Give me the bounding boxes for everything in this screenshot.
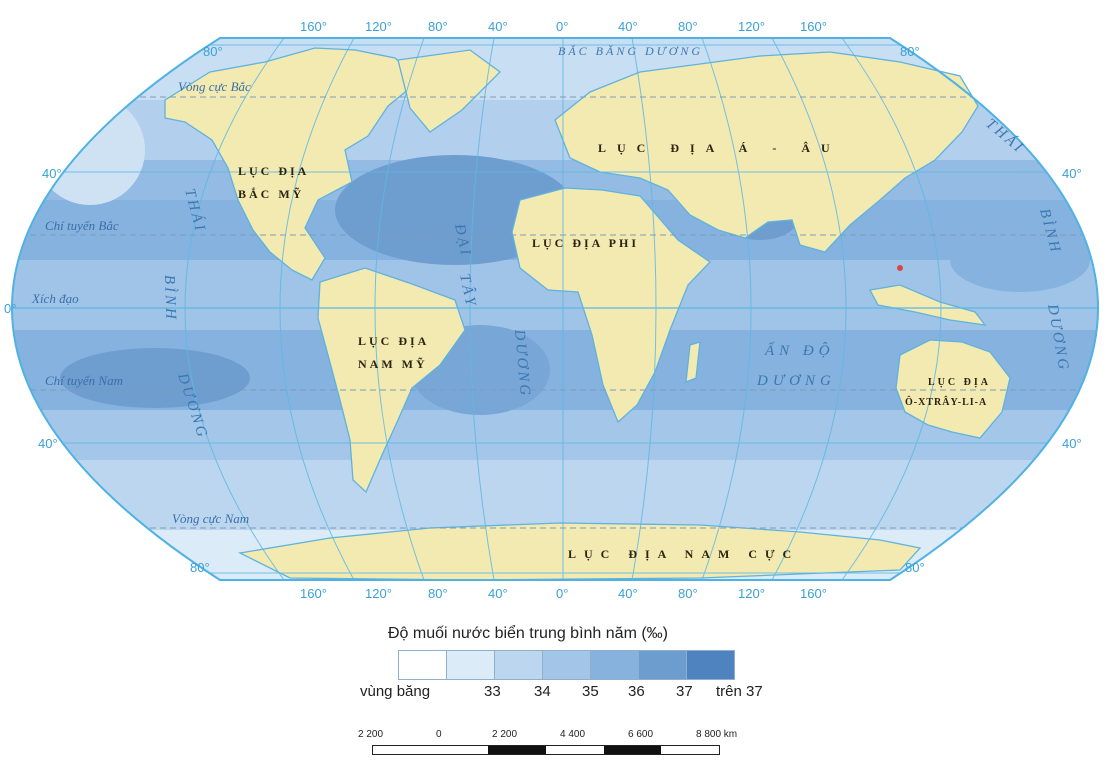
band-southern-ocean <box>12 460 1098 530</box>
eurasia-label: LỤC ĐỊA Á - ÂU <box>598 141 841 155</box>
legend-box-34 <box>495 651 543 679</box>
lon-bottom-5: 40° <box>618 586 638 601</box>
legend-box-35 <box>543 651 591 679</box>
south-america <box>317 267 466 494</box>
north-america-label-2: BẮC MỸ <box>238 186 304 201</box>
equator-label: Xích đạo <box>31 291 79 306</box>
lon-bottom-0: 160° <box>300 586 327 601</box>
atlantic-label-1: ĐẠI <box>451 222 474 260</box>
africa-label: LỤC ĐỊA PHI <box>532 236 639 250</box>
legend-box-ice <box>399 651 447 679</box>
scale-segment <box>430 746 489 754</box>
lon-top-4: 0° <box>556 19 568 34</box>
legend-label-34: 34 <box>534 683 551 700</box>
antarctic-circle-label: Vòng cực Nam <box>172 511 249 526</box>
lat-left-n40: 40° <box>42 166 62 181</box>
lon-bottom-6: 80° <box>678 586 698 601</box>
dashed-lines <box>12 96 1098 529</box>
legend-title: Độ muối nước biển trung bình năm (‰) <box>388 625 668 642</box>
north-america-label-1: LỤC ĐỊA <box>238 164 309 178</box>
legend-label-35: 35 <box>582 683 599 700</box>
lon-top-6: 80° <box>678 19 698 34</box>
legend-label-37: 37 <box>676 683 693 700</box>
lon-bottom-3: 40° <box>488 586 508 601</box>
arctic-ocean-label: BẮC BĂNG DƯƠNG <box>558 43 703 58</box>
islands-marker <box>897 265 903 271</box>
lat-left-eq: 0° <box>4 301 16 316</box>
scale-label-3: 4 400 <box>560 729 586 740</box>
legend-label-ice: vùng băng <box>360 683 431 700</box>
scale-segment <box>546 746 604 754</box>
australia-label-2: Ô-XTRÂY-LI-A <box>905 395 987 408</box>
lon-top-1: 120° <box>365 19 392 34</box>
scale-segment <box>373 746 431 754</box>
lon-bottom-8: 160° <box>800 586 827 601</box>
scale-label-5: 8 800 km <box>696 729 738 740</box>
south-america-label-1: LỤC ĐỊA <box>358 334 429 348</box>
map-frame <box>10 37 1100 581</box>
pacific-south-high <box>60 348 250 408</box>
lat-right-s80: 80° <box>905 560 925 575</box>
legend-box-over37 <box>687 651 734 679</box>
atlantic-label-2: TÂY <box>456 272 480 310</box>
lat-left-s40: 40° <box>38 436 58 451</box>
lat-right-s40: 40° <box>1062 436 1082 451</box>
lon-top-8: 160° <box>800 19 827 34</box>
lon-top-0: 160° <box>300 19 327 34</box>
scale-segment <box>488 746 547 754</box>
lon-bottom-2: 80° <box>428 586 448 601</box>
legend-box-36 <box>591 651 639 679</box>
lon-bottom-4: 0° <box>556 586 568 601</box>
legend-label-36: 36 <box>628 683 645 700</box>
scale-label-4: 6 600 <box>628 729 654 740</box>
legend-box-37 <box>639 651 687 679</box>
indian-ocean-label-2: DƯƠNG <box>756 373 836 389</box>
south-america-label-2: NAM MỸ <box>358 357 428 371</box>
legend-label-33: 33 <box>484 683 501 700</box>
continent-labels: LỤC ĐỊA BẮC MỸ LỤC ĐỊA NAM MỸ LỤC ĐỊA PH… <box>238 141 991 561</box>
north-america <box>164 47 422 281</box>
legend-label-over37: trên 37 <box>716 683 763 700</box>
lon-top-2: 80° <box>428 19 448 34</box>
land-masses <box>164 47 1011 581</box>
lon-top-5: 40° <box>618 19 638 34</box>
world-salinity-map: 160° 120° 80° 40° 0° 40° 80° 120° 160° 1… <box>4 19 1100 601</box>
tropic-cancer-label: Chí tuyến Bắc <box>45 218 119 233</box>
scale-label-1: 0 <box>436 729 442 740</box>
lon-bottom-7: 120° <box>738 586 765 601</box>
australia-label-1: LỤC ĐỊA <box>928 377 991 388</box>
pacific-north-high <box>950 228 1090 292</box>
scale-labels: 2 200 0 2 200 4 400 6 600 8 800 km <box>350 729 770 745</box>
tropic-capricorn-label: Chí tuyến Nam <box>45 373 123 388</box>
legend-box-33 <box>447 651 495 679</box>
lon-top-3: 40° <box>488 19 508 34</box>
madagascar <box>685 341 701 384</box>
legend-labels: vùng băng 33 34 35 36 37 trên 37 <box>360 683 780 705</box>
lat-left-s80: 80° <box>190 560 210 575</box>
lon-top-7: 120° <box>738 19 765 34</box>
arctic-circle-label: Vòng cực Bắc <box>178 79 251 94</box>
lat-left-n80: 80° <box>203 44 223 59</box>
longitude-labels-top: 160° 120° 80° 40° 0° 40° 80° 120° 160° <box>300 19 827 34</box>
scale-label-2: 2 200 <box>492 729 518 740</box>
lon-bottom-1: 120° <box>365 586 392 601</box>
scale-segment <box>661 746 720 754</box>
scale-bar <box>372 745 720 755</box>
lat-right-n80: 80° <box>900 44 920 59</box>
lat-right-n40: 40° <box>1062 166 1082 181</box>
australia <box>895 339 1011 439</box>
latitude-labels: 80° 40° 0° 40° 80° 80° 40° 40° 80° <box>4 44 1082 575</box>
eurasia <box>554 51 979 253</box>
longitude-labels-bottom: 160° 120° 80° 40° 0° 40° 80° 120° 160° <box>300 586 827 601</box>
greenland <box>397 49 501 133</box>
indian-ocean-label-1: ẤN ĐỘ <box>764 342 835 359</box>
africa <box>511 187 711 424</box>
legend-color-scale <box>398 650 735 680</box>
latitude-line-names: Vòng cực Bắc Chí tuyến Bắc Xích đạo Chí … <box>31 79 251 526</box>
scale-label-0: 2 200 <box>358 729 384 740</box>
atlantic-label-3: DƯƠNG <box>511 328 533 399</box>
pacific-left-label-2: BÌNH <box>161 275 180 323</box>
antarctica-label: LỤC ĐỊA NAM CỰC <box>568 547 799 561</box>
scale-segment <box>603 746 662 754</box>
